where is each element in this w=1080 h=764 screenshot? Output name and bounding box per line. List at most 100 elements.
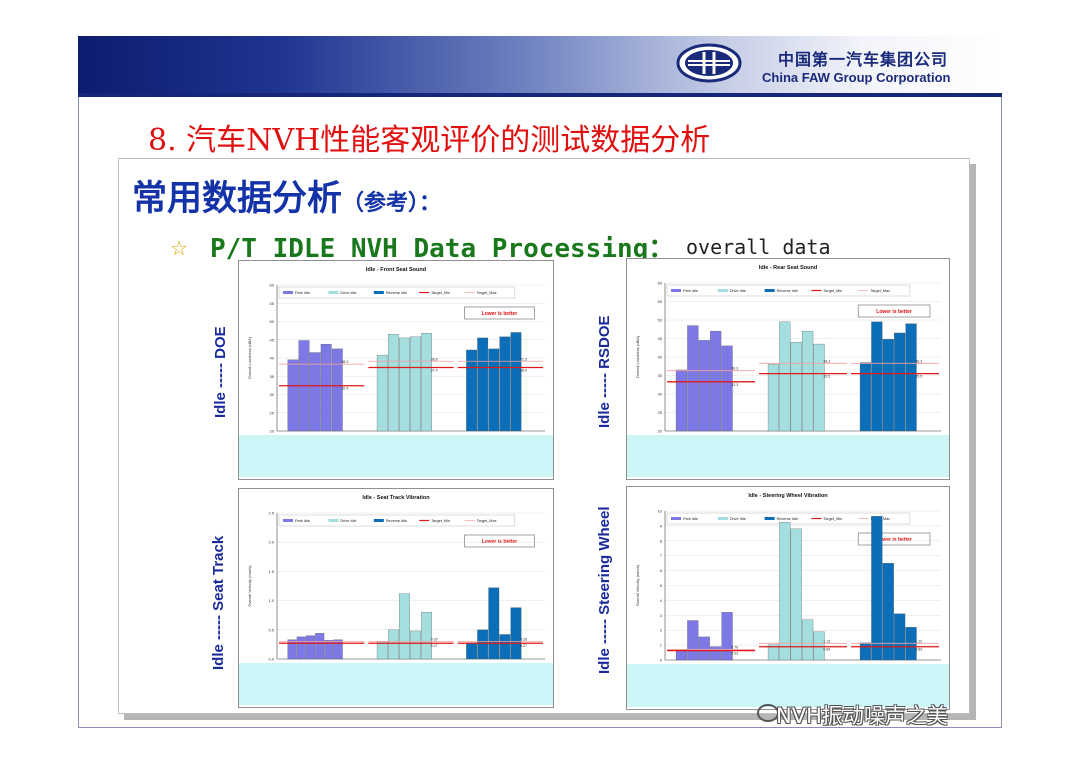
legend-label: Drive Idle [340,519,356,523]
y-tick-label: 2.0 [268,540,274,545]
bar-drive-idle [802,619,814,661]
target-max-label: 38.3 [915,359,922,363]
target-max-label: 36.3 [731,367,738,371]
company-name-cn: 中国第一汽车集团公司 [778,50,949,69]
company-name-en: China FAW Group Corporation [762,70,951,85]
legend-swatch [328,519,339,522]
bar-reverse-idle [477,629,489,660]
target-max-label: 1.12 [915,639,922,643]
bar-drive-idle [421,333,432,432]
target-max-label: 0.28 [520,637,527,641]
bullet-note: overall data [686,235,831,259]
y-tick-label: 50 [270,319,275,324]
legend-label: Target_Min [431,291,450,295]
note-box [857,304,931,318]
bar-park-idle [309,352,321,432]
legend-label: Drive Idle [730,289,746,293]
chart-title: Idle - Seat Track Vibration [362,495,430,501]
legend-swatch [671,289,681,292]
legend-label: Reverse Idle [386,291,407,295]
note-text: Lower is better [876,537,912,543]
target-min-label: 0.63 [731,652,738,656]
y-tick-label: 60 [270,283,275,288]
y-tick-label: 1 [660,643,663,648]
y-tick-label: 1.5 [268,569,274,574]
y-tick-label: 2 [660,628,663,633]
y-tick-label: 45 [270,337,275,342]
header-divider [78,93,1002,97]
wechat-icon [757,704,779,722]
y-axis-label: Overall Loudness (dBA) [635,335,640,378]
bar-park-idle [687,620,699,661]
side-label-rsdoe: Idle ----- RSDOE [596,315,613,429]
faw-logo-icon [676,43,742,83]
chart-title: Idle - Front Seat Sound [366,267,426,273]
target-max-label: 38.3 [823,359,830,363]
bar-reverse-idle [499,336,511,432]
side-label-steering-wheel: Idle ----- Steering Wheel [596,506,613,674]
y-tick-label: 7 [660,553,663,558]
legend-label: Park Idle [295,291,310,295]
y-tick-label: 1.0 [268,598,274,603]
target-min-label: 0.27 [431,644,438,648]
note-text: Lower is better [482,311,518,317]
bar-park-idle [721,612,733,661]
y-axis-label: Overall Velocity (mm/s) [635,564,640,606]
category-label-band [239,435,553,477]
legend-label: Drive Idle [730,517,746,521]
slide-frame-left [78,97,79,727]
legend-label: Drive Idle [340,291,356,295]
bullet-text: P/T IDLE NVH Data Processing： [210,234,675,264]
y-tick-label: 55 [658,299,663,304]
y-tick-label: 20 [658,429,663,434]
side-label-doe: Idle ----- DOE [212,326,229,418]
y-tick-label: 35 [270,374,275,379]
bar-reverse-idle [477,337,489,432]
target-max-label: 38.3 [341,360,348,364]
section-title: 常用数据分析（参考）： [132,170,441,221]
legend-label: Target_Min [823,289,842,293]
section-title-note: （参考）： [342,190,442,216]
bar-park-idle [687,325,699,432]
legend-label: Target_Max [870,289,890,293]
target-min-label: 38.6 [520,368,527,372]
bar-reverse-idle [466,349,478,432]
legend-swatch [283,519,293,522]
bar-drive-idle [813,631,825,661]
target-min-label: 35.5 [823,375,830,379]
target-max-label: 41.5 [520,357,527,361]
bar-park-idle [698,636,710,661]
legend-swatch [717,517,728,520]
chart-front-seat-sound: Idle - Front Seat Sound Park Idle Drive Id… [238,260,554,480]
y-tick-label: 0 [660,658,663,663]
bar-drive-idle [410,630,421,660]
bar-drive-idle [387,334,399,432]
chart-steering-wheel-vibration: Idle - Steering Wheel Vibration Park Idle… [626,486,950,710]
bar-drive-idle [790,342,802,432]
y-tick-label: 4 [660,598,663,603]
legend-label: Reverse Idle [386,519,407,523]
chart-title: Idle - Rear Seat Sound [759,265,817,271]
y-tick-label: 20 [270,429,275,434]
target-max-label: 38.6 [431,357,438,361]
legend-label: Park Idle [683,517,698,521]
bar-park-idle [698,340,710,432]
watermark-text: NVH振动噪声之美 [776,704,948,728]
bar-park-idle [324,640,334,660]
bar-reverse-idle [905,323,917,432]
target-min-label: 37.4 [431,368,438,372]
chart-steering-wheel-vibration-svg: Idle - Steering Wheel Vibration Park Idle… [627,493,949,707]
note-box [464,534,535,548]
y-tick-label: 55 [270,301,275,306]
bar-park-idle [306,635,315,660]
note-box [464,306,535,320]
bar-reverse-idle [882,339,894,432]
target-max-label: 0.70 [731,646,738,650]
category-label-band [627,435,949,477]
bar-reverse-idle [488,348,500,432]
bar-reverse-idle [510,332,522,432]
y-tick-label: 0.0 [268,657,274,662]
bar-reverse-idle [466,642,478,660]
legend-swatch [283,291,293,294]
legend-label: Park Idle [683,289,698,293]
